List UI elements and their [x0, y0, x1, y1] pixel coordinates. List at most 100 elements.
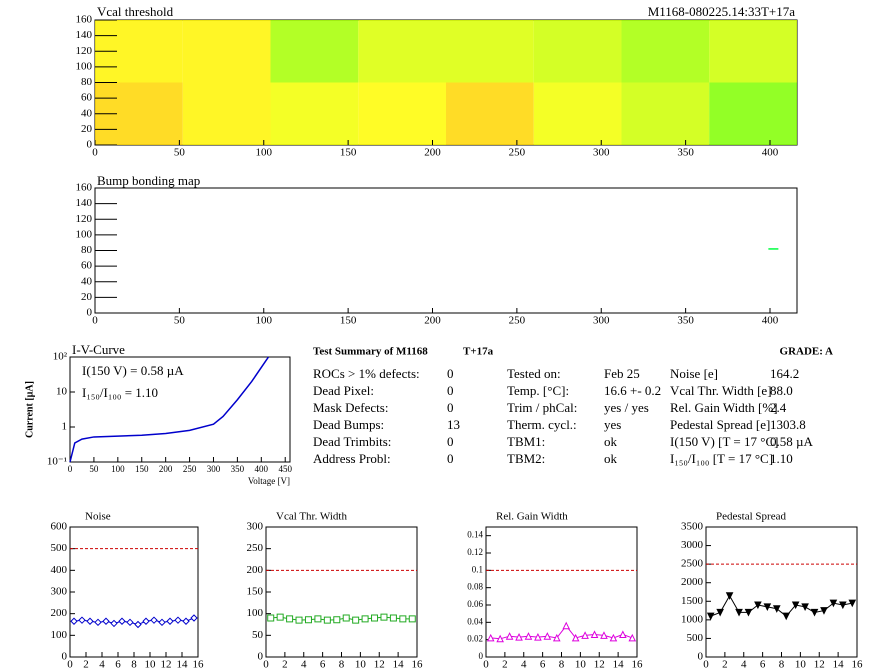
y-tick-label: 150: [247, 586, 264, 598]
x-tick-label: 50: [174, 147, 186, 159]
y-tick-label: 100: [51, 629, 68, 641]
roc-marker: [150, 616, 158, 624]
roc-marker: [571, 633, 580, 642]
summary-label: Dead Pixel:: [313, 383, 374, 398]
roc-marker: [552, 633, 561, 642]
x-tick-label: 16: [852, 659, 864, 671]
roc-marker: [174, 616, 182, 624]
y-tick-label: 2500: [681, 558, 704, 570]
y-tick-label: 0.08: [467, 582, 483, 592]
x-tick-label: 0: [263, 659, 269, 671]
y-tick-label: 1500: [681, 595, 704, 607]
x-tick-label: 0: [67, 659, 73, 671]
x-tick-label: 8: [779, 659, 785, 671]
roc-marker: [304, 616, 312, 624]
x-tick-label: 0: [703, 659, 709, 671]
x-tick-label: 400: [762, 315, 779, 327]
x-tick-label: 50: [89, 464, 99, 474]
plot-frame: [94, 187, 798, 314]
y-tick-label: 80: [81, 76, 93, 88]
grade: GRADE: A: [780, 346, 834, 358]
x-tick-label: 2: [502, 659, 508, 671]
roc-cell: [621, 82, 710, 145]
summary-value: 0: [447, 451, 454, 466]
roc-marker: [706, 612, 715, 621]
y-tick-label: 0.06: [467, 599, 483, 609]
x-tick-label: 6: [320, 659, 326, 671]
y-tick-label: 0: [479, 651, 484, 661]
summary-value: 0: [447, 434, 454, 449]
x-tick-label: 4: [99, 659, 105, 671]
summary-tag: T+17a: [463, 346, 494, 358]
roc-line: [710, 594, 853, 617]
y-tick-label: 0: [62, 651, 68, 663]
roc-marker: [590, 630, 599, 638]
roc-marker: [515, 632, 523, 641]
y-tick-label: 1: [62, 421, 68, 433]
x-tick-label: 400: [255, 464, 269, 474]
y-tick-label: 100: [76, 60, 93, 72]
y-tick-label: 250: [247, 542, 264, 554]
y-tick-label: 0.04: [467, 616, 483, 626]
x-tick-label: 150: [340, 147, 357, 159]
roc-marker: [142, 617, 150, 625]
summary-value: 1303.8: [770, 417, 806, 432]
roc-marker: [267, 614, 275, 622]
roc-marker: [86, 617, 94, 625]
x-tick-label: 10: [145, 659, 157, 671]
x-tick-label: 250: [183, 464, 197, 474]
roc-cell: [358, 20, 446, 83]
roc-marker: [763, 603, 772, 611]
y-tick-label: 50: [252, 629, 264, 641]
y-tick-label: 20: [81, 123, 93, 135]
summary-value: 13: [447, 417, 460, 432]
roc-marker: [820, 607, 828, 615]
y-tick-label: 10⁻¹: [47, 456, 67, 468]
roc-marker: [534, 632, 542, 641]
x-tick-label: 450: [278, 464, 292, 474]
y-tick-label: 80: [81, 244, 93, 256]
x-tick-label: 100: [256, 147, 273, 159]
roc-marker: [600, 631, 608, 639]
roc-marker: [380, 613, 388, 621]
x-tick-label: 150: [340, 315, 357, 327]
roc-marker: [371, 614, 379, 622]
roc-marker: [408, 615, 416, 623]
roc-marker: [562, 621, 571, 630]
summary-label: I₁₅₀/I₁₀₀ [T = 17 °C]: [670, 451, 773, 466]
roc-marker: [286, 615, 294, 623]
roc-line: [490, 624, 633, 640]
x-tick-label: 12: [814, 659, 825, 671]
x-tick-label: 4: [521, 659, 527, 671]
x-tick-label: 2: [722, 659, 728, 671]
roc-marker: [314, 615, 322, 623]
x-axis-label: Voltage [V]: [248, 476, 290, 486]
roc-marker: [182, 617, 190, 625]
roc-cell: [533, 82, 622, 145]
roc-marker: [134, 620, 142, 629]
roc-marker: [118, 617, 126, 625]
x-tick-label: 16: [632, 659, 644, 671]
y-tick-label: 160: [76, 14, 93, 26]
roc-marker: [102, 617, 110, 625]
x-tick-label: 350: [677, 147, 694, 159]
y-tick-label: 500: [687, 632, 704, 644]
roc-cell: [358, 82, 446, 145]
x-tick-label: 300: [593, 147, 610, 159]
chart-title: Noise: [85, 511, 111, 523]
iv-curve: [69, 356, 270, 463]
x-tick-label: 6: [115, 659, 121, 671]
roc-marker: [619, 630, 627, 638]
x-tick-label: 250: [509, 147, 526, 159]
x-tick-label: 0: [92, 147, 98, 159]
roc-marker: [323, 616, 331, 624]
y-tick-label: 200: [247, 564, 264, 576]
iv-annotation: I₁₅₀/I₁₀₀ = 1.10: [82, 385, 158, 400]
summary-label: Dead Bumps:: [313, 417, 384, 432]
summary-label: Tested on:: [507, 366, 561, 381]
roc-marker: [581, 631, 589, 639]
y-tick-label: 0.12: [467, 547, 483, 557]
roc-marker: [399, 615, 407, 623]
summary-label: Mask Defects:: [313, 400, 388, 415]
roc-marker: [110, 619, 118, 628]
